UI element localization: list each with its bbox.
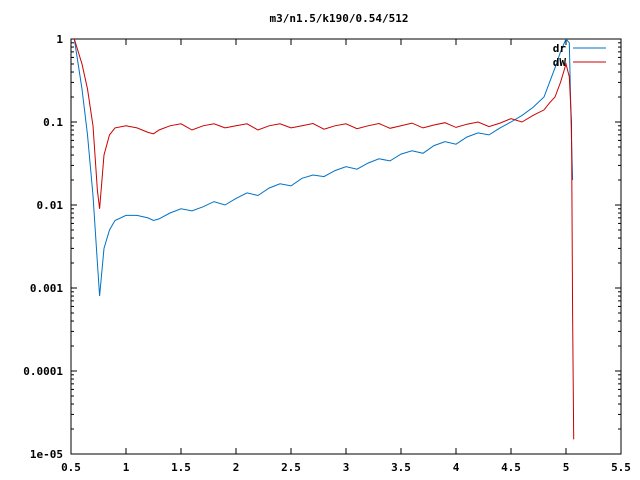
legend-label-dw: dW bbox=[553, 56, 567, 69]
x-tick-label: 3.5 bbox=[391, 461, 411, 474]
y-tick-label: 0.001 bbox=[30, 282, 63, 295]
plot-frame bbox=[70, 38, 622, 455]
y-tick-label: 1 bbox=[56, 33, 63, 46]
legend-label-dr: dr bbox=[553, 42, 567, 55]
x-tick-label: 4.5 bbox=[501, 461, 521, 474]
series-line-dr bbox=[73, 39, 574, 297]
x-tick-label: 2 bbox=[233, 461, 240, 474]
x-tick-label: 1 bbox=[123, 461, 130, 474]
x-axis: 0.5 1 1.5 2 2.5 3 3.5 4 4.5 5 5.5 bbox=[61, 39, 631, 474]
x-tick-label: 2.5 bbox=[281, 461, 301, 474]
y-tick-label: 0.01 bbox=[37, 199, 64, 212]
y-tick-label: 0.1 bbox=[43, 116, 63, 129]
y-tick-label: 0.0001 bbox=[23, 365, 63, 378]
x-tick-label: 5 bbox=[563, 461, 570, 474]
x-tick-label: 3 bbox=[343, 461, 350, 474]
series-layer bbox=[73, 39, 575, 440]
series-line-dw bbox=[73, 39, 575, 440]
y-tick-label: 1e-05 bbox=[30, 448, 63, 461]
x-tick-label: 4 bbox=[453, 461, 460, 474]
chart-title: m3/n1.5/k190/0.54/512 bbox=[269, 12, 408, 25]
x-tick-label: 5.5 bbox=[611, 461, 631, 474]
y-axis: 1 0.1 0.01 0.001 0.0001 1e-05 bbox=[23, 33, 621, 461]
x-tick-label: 0.5 bbox=[61, 461, 81, 474]
x-tick-label: 1.5 bbox=[171, 461, 191, 474]
